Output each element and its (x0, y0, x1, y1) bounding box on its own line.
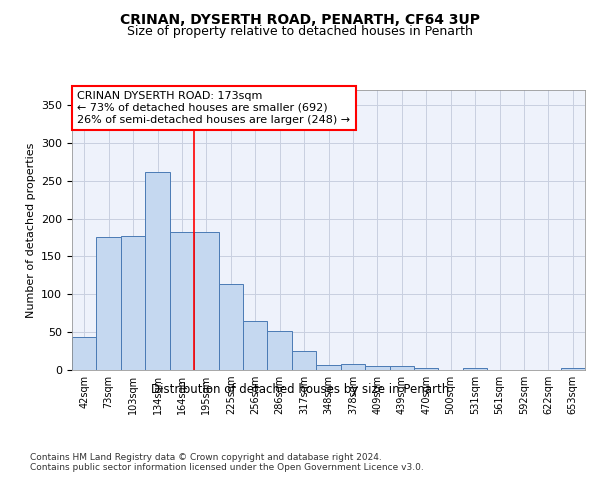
Bar (218, 284, 243, 370)
Bar (170, 232, 194, 370)
Text: CRINAN, DYSERTH ROAD, PENARTH, CF64 3UP: CRINAN, DYSERTH ROAD, PENARTH, CF64 3UP (120, 12, 480, 26)
Bar (414, 368, 439, 370)
Bar (560, 368, 585, 370)
Text: Distribution of detached houses by size in Penarth: Distribution of detached houses by size … (151, 382, 449, 396)
Bar (268, 330, 292, 370)
Y-axis label: Number of detached properties: Number of detached properties (26, 142, 35, 318)
Bar (341, 364, 365, 370)
Bar (97, 237, 121, 370)
Bar (145, 172, 170, 370)
Text: Contains HM Land Registry data © Crown copyright and database right 2024.
Contai: Contains HM Land Registry data © Crown c… (30, 452, 424, 472)
Bar (121, 236, 145, 370)
Bar (316, 364, 341, 370)
Bar (292, 351, 316, 370)
Text: Size of property relative to detached houses in Penarth: Size of property relative to detached ho… (127, 25, 473, 38)
Bar (243, 321, 268, 370)
Text: CRINAN DYSERTH ROAD: 173sqm
← 73% of detached houses are smaller (692)
26% of se: CRINAN DYSERTH ROAD: 173sqm ← 73% of det… (77, 92, 350, 124)
Bar (365, 366, 389, 370)
Bar (389, 366, 414, 370)
Bar (463, 368, 487, 370)
Bar (194, 232, 218, 370)
Bar (72, 336, 97, 370)
